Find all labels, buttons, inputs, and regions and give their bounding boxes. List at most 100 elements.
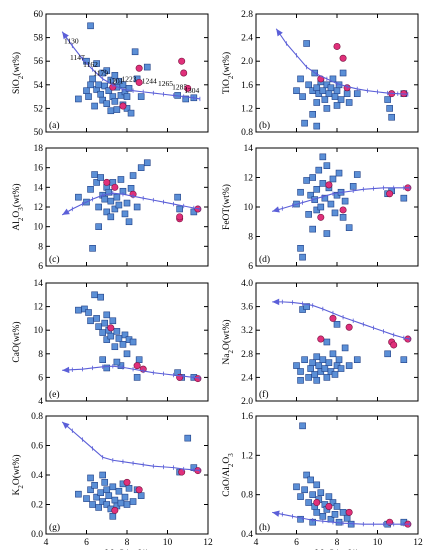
- sample-point: [115, 487, 123, 495]
- y-tick-label: 18: [34, 144, 44, 154]
- x-tick-label: 10: [373, 538, 383, 548]
- sample-point: [101, 319, 109, 327]
- panel-label: (c): [49, 254, 60, 265]
- sample-point: [319, 153, 327, 161]
- y-tick-label: 2.4: [241, 34, 253, 44]
- sample-point: [87, 81, 94, 89]
- sample-point: [293, 362, 300, 369]
- sample-point: [313, 84, 321, 92]
- sample-point: [313, 481, 321, 489]
- sample-point: [133, 374, 141, 381]
- sample-point: [113, 328, 121, 335]
- sample-point: [299, 422, 306, 430]
- sample-point: [345, 99, 353, 106]
- sample-point: [81, 305, 88, 313]
- sample-point: [313, 509, 321, 516]
- panel-label: (f): [259, 389, 269, 400]
- y-tick-label: 0.2: [31, 501, 43, 511]
- sample-point: [105, 87, 113, 94]
- inclusion-point: [184, 84, 192, 92]
- y-tick-label: 54: [34, 81, 44, 91]
- sample-point: [305, 499, 312, 506]
- inclusion-point: [345, 508, 353, 516]
- inclusion-point: [390, 341, 398, 349]
- panel-label: (a): [49, 120, 60, 131]
- sample-point: [93, 493, 100, 501]
- sample-point: [115, 77, 123, 85]
- sample-point: [384, 350, 391, 358]
- model-curve: [275, 28, 408, 95]
- sample-point: [299, 93, 306, 100]
- sample-point: [97, 293, 104, 301]
- sample-point: [333, 320, 341, 328]
- sample-point: [307, 476, 314, 484]
- sample-point: [131, 48, 139, 56]
- y-tick-label: 0.8: [31, 412, 43, 422]
- sample-point: [323, 338, 331, 346]
- sample-point: [315, 362, 323, 369]
- y-tick-label: 0.4: [241, 530, 253, 540]
- panel-g: 0.0 0.2 0.4 0.6 0.8 4 6 8 10 12 K2O(wt%) MgO(wt%) (g…: [11, 412, 213, 550]
- y-tick-label: 6: [248, 262, 253, 272]
- sample-point: [297, 377, 304, 384]
- y-axis-title: FeOT(wt%): [221, 184, 232, 230]
- sample-point: [307, 365, 314, 372]
- sample-point: [384, 96, 391, 103]
- sample-point: [127, 109, 135, 117]
- y-tick-label: 60: [34, 10, 44, 20]
- sample-point: [313, 377, 321, 384]
- sample-point: [89, 501, 96, 508]
- inclusion-point: [386, 190, 394, 198]
- sample-point: [137, 93, 145, 100]
- sample-point: [95, 323, 102, 330]
- temperature-label: 1304: [184, 86, 199, 95]
- sample-point: [111, 205, 119, 213]
- temperature-label: 1201: [108, 77, 123, 86]
- inclusion-point: [119, 102, 127, 110]
- sample-point: [341, 197, 349, 205]
- sample-point: [299, 253, 306, 261]
- sample-point: [301, 119, 308, 127]
- sample-point: [315, 166, 323, 174]
- inclusion-point: [111, 183, 119, 191]
- sample-point: [329, 350, 337, 358]
- sample-point: [303, 40, 310, 47]
- sample-point: [323, 230, 331, 237]
- x-tick-label: 12: [203, 538, 213, 548]
- sample-point: [83, 495, 90, 502]
- sample-point: [93, 60, 100, 67]
- sample-point: [174, 193, 181, 201]
- y-tick-label: 8: [38, 350, 43, 360]
- sample-point: [319, 87, 327, 94]
- sample-point: [317, 203, 325, 211]
- sample-point: [107, 107, 115, 115]
- temperature-label: 1223: [122, 74, 137, 83]
- sample-point: [309, 359, 317, 366]
- sample-point: [91, 102, 98, 110]
- sample-point: [103, 364, 111, 372]
- sample-point: [111, 496, 119, 504]
- sample-point: [331, 209, 339, 217]
- x-tick-label: 4: [254, 538, 259, 548]
- sample-point: [129, 338, 137, 346]
- sample-point: [345, 224, 353, 231]
- sample-point: [133, 203, 141, 211]
- y-tick-label: 1.2: [241, 104, 253, 114]
- sample-point: [89, 245, 96, 252]
- sample-point: [121, 210, 129, 218]
- y-tick-label: 4: [38, 397, 43, 407]
- x-axis-title: MgO(wt%): [315, 548, 359, 550]
- sample-point: [297, 368, 304, 375]
- inclusion-point: [313, 499, 321, 507]
- sample-point: [95, 223, 102, 230]
- sample-point: [95, 203, 102, 211]
- inclusion-point: [180, 69, 188, 77]
- sample-point: [325, 359, 333, 366]
- sample-point: [297, 75, 304, 83]
- sample-point: [99, 96, 106, 104]
- y-tick-label: 4.0: [241, 279, 253, 289]
- sample-point: [388, 113, 395, 121]
- y-tick-label: 50: [34, 128, 44, 138]
- sample-point: [107, 213, 115, 221]
